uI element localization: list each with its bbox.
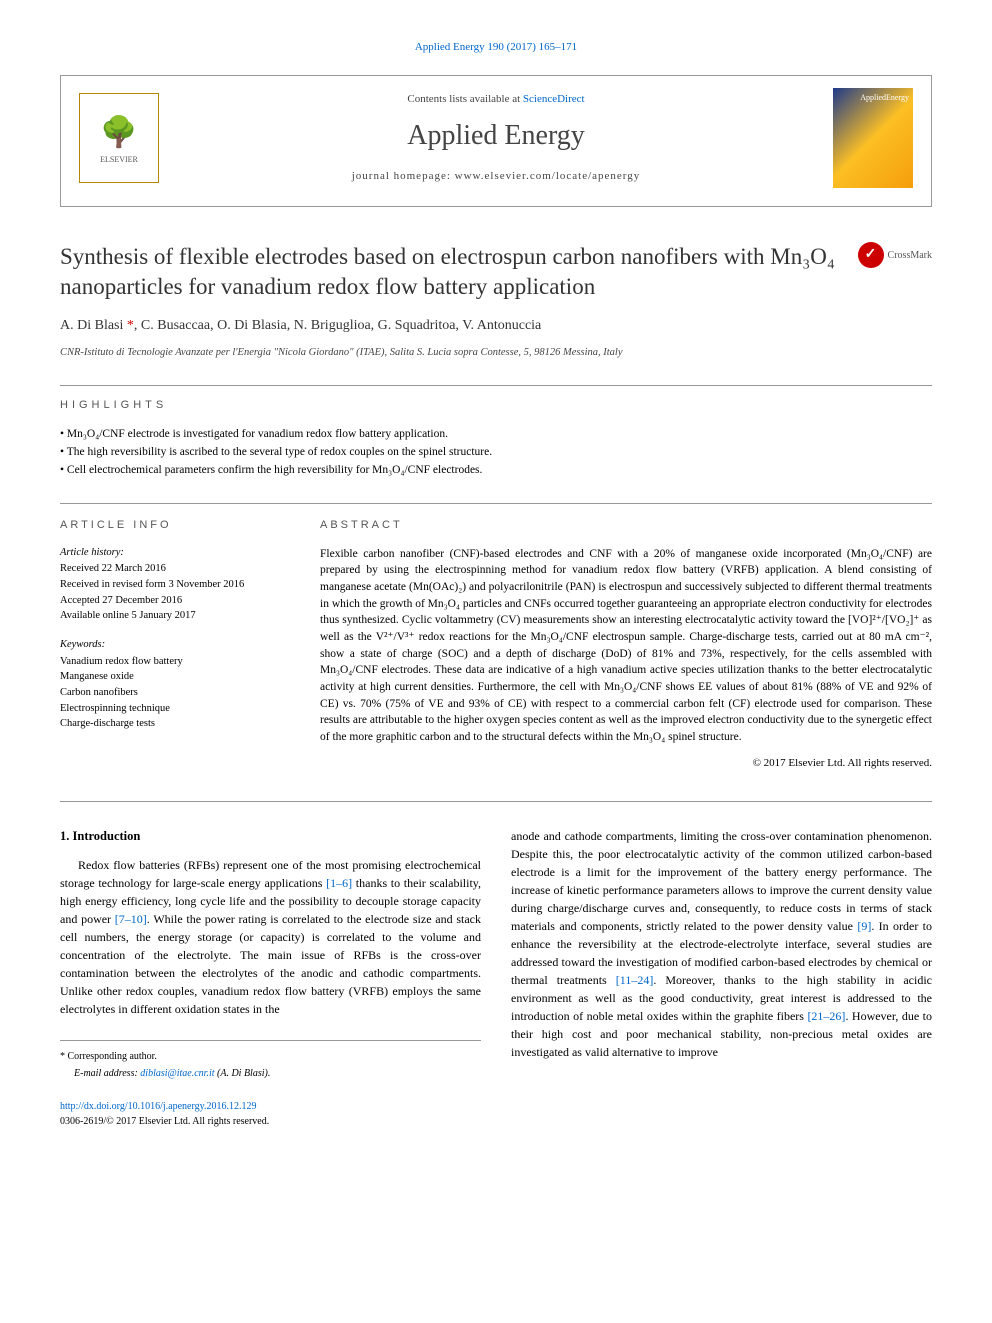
email-label: E-mail address: (74, 1068, 140, 1079)
highlight-item: The high reversibility is ascribed to th… (60, 444, 932, 460)
contents-line: Contents lists available at ScienceDirec… (159, 92, 833, 107)
doi-link[interactable]: http://dx.doi.org/10.1016/j.apenergy.201… (60, 1099, 481, 1114)
keywords-label: Keywords: (60, 638, 290, 653)
sciencedirect-link[interactable]: ScienceDirect (523, 93, 585, 105)
crossmark-badge[interactable]: CrossMark (858, 242, 932, 268)
corresponding-note: * Corresponding author. (60, 1049, 481, 1064)
highlights-list: Mn₃O₄/CNF electrode is investigated for … (60, 426, 932, 478)
email-line: E-mail address: diblasi@itae.cnr.it (A. … (74, 1066, 481, 1081)
abstract-copyright: © 2017 Elsevier Ltd. All rights reserved… (320, 756, 932, 771)
journal-cover-thumbnail: AppliedEnergy (833, 88, 913, 188)
divider (60, 385, 932, 386)
crossmark-label: CrossMark (888, 249, 932, 262)
intro-paragraph-continued: anode and cathode compartments, limiting… (511, 827, 932, 1061)
top-citation-link[interactable]: Applied Energy 190 (2017) 165–171 (60, 40, 932, 55)
keyword: Manganese oxide (60, 670, 290, 685)
elsevier-logo: 🌳 ELSEVIER (79, 93, 159, 183)
homepage-prefix: journal homepage: (352, 170, 455, 182)
article-info-column: ARTICLE INFO Article history: Received 2… (60, 518, 290, 771)
crossmark-icon (858, 242, 884, 268)
ref-link[interactable]: [9] (857, 919, 871, 933)
article-info-heading: ARTICLE INFO (60, 518, 290, 533)
email-link[interactable]: diblasi@itae.cnr.it (140, 1068, 214, 1079)
highlight-item: Mn₃O₄/CNF electrode is investigated for … (60, 426, 932, 442)
history-item: Received in revised form 3 November 2016 (60, 578, 290, 593)
body-columns: 1. Introduction Redox flow batteries (RF… (60, 827, 932, 1129)
keyword: Electrospinning technique (60, 702, 290, 717)
history-item: Accepted 27 December 2016 (60, 594, 290, 609)
article-title: Synthesis of flexible electrodes based o… (60, 242, 932, 302)
history-item: Available online 5 January 2017 (60, 609, 290, 624)
article-title-text: Synthesis of flexible electrodes based o… (60, 244, 835, 299)
journal-header: 🌳 ELSEVIER Contents lists available at S… (60, 75, 932, 207)
keyword: Vanadium redox flow battery (60, 655, 290, 670)
corresponding-footer: * Corresponding author. E-mail address: … (60, 1040, 481, 1081)
abstract-column: ABSTRACT Flexible carbon nanofiber (CNF)… (320, 518, 932, 771)
ref-link[interactable]: [1–6] (326, 876, 352, 890)
highlight-item: Cell electrochemical parameters confirm … (60, 462, 932, 478)
info-abstract-row: ARTICLE INFO Article history: Received 2… (60, 503, 932, 771)
email-author: (A. Di Blasi). (215, 1068, 271, 1079)
highlights-heading: HIGHLIGHTS (60, 398, 932, 413)
keyword: Charge-discharge tests (60, 717, 290, 732)
body-left-column: 1. Introduction Redox flow batteries (RF… (60, 827, 481, 1129)
affiliation: CNR-Istituto di Tecnologie Avanzate per … (60, 346, 932, 361)
body-right-column: anode and cathode compartments, limiting… (511, 827, 932, 1129)
elsevier-tree-icon: 🌳 (100, 112, 137, 154)
contents-prefix: Contents lists available at (407, 93, 522, 105)
journal-homepage: journal homepage: www.elsevier.com/locat… (159, 169, 833, 184)
ref-link[interactable]: [21–26] (807, 1009, 845, 1023)
history-label: Article history: (60, 546, 290, 561)
cover-label: AppliedEnergy (860, 92, 909, 103)
homepage-url[interactable]: www.elsevier.com/locate/apenergy (455, 170, 641, 182)
header-center: Contents lists available at ScienceDirec… (159, 92, 833, 184)
corresponding-star-icon: * (127, 318, 134, 333)
keyword: Carbon nanofibers (60, 686, 290, 701)
history-item: Received 22 March 2016 (60, 562, 290, 577)
elsevier-label: ELSEVIER (100, 154, 138, 165)
intro-paragraph: Redox flow batteries (RFBs) represent on… (60, 856, 481, 1018)
abstract-heading: ABSTRACT (320, 518, 932, 533)
ref-link[interactable]: [7–10] (115, 912, 147, 926)
authors-line: A. Di Blasi *, C. Busaccaa, O. Di Blasia… (60, 316, 932, 336)
ref-link[interactable]: [11–24] (616, 973, 654, 987)
issn-line: 0306-2619/© 2017 Elsevier Ltd. All right… (60, 1114, 481, 1129)
section-heading: 1. Introduction (60, 827, 481, 846)
divider (60, 801, 932, 802)
doi-block: http://dx.doi.org/10.1016/j.apenergy.201… (60, 1099, 481, 1129)
journal-title: Applied Energy (159, 116, 833, 155)
abstract-text: Flexible carbon nanofiber (CNF)-based el… (320, 546, 932, 746)
